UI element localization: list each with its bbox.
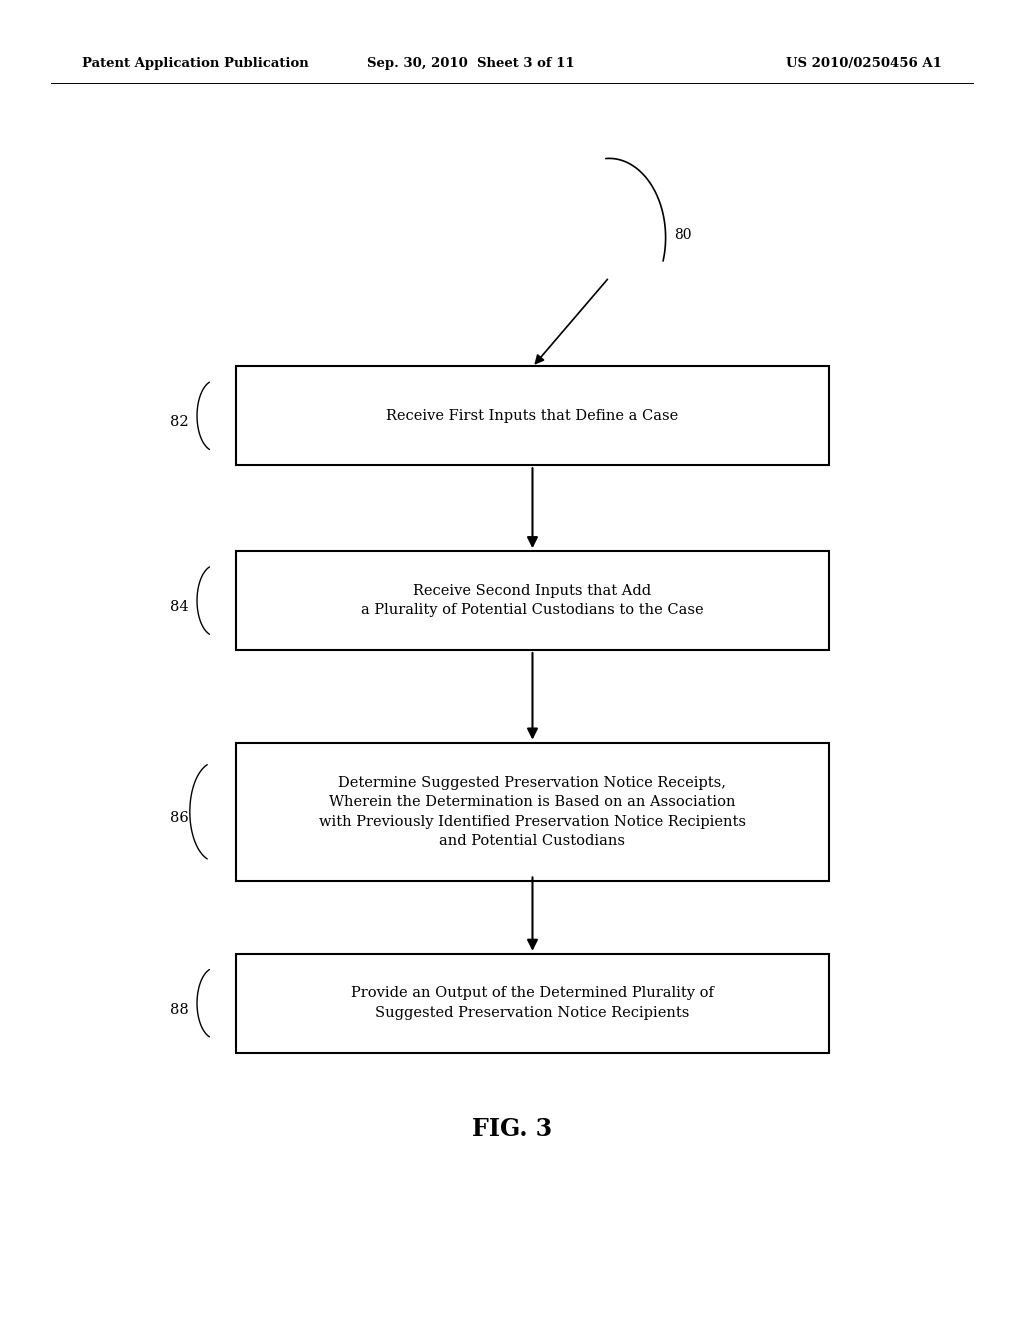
Bar bbox=[236, 552, 829, 649]
Text: 80: 80 bbox=[674, 228, 691, 242]
Text: 86: 86 bbox=[170, 812, 188, 825]
Bar bbox=[236, 366, 829, 465]
Text: 84: 84 bbox=[170, 601, 188, 614]
Text: 82: 82 bbox=[170, 416, 188, 429]
Text: Provide an Output of the Determined Plurality of
Suggested Preservation Notice R: Provide an Output of the Determined Plur… bbox=[351, 986, 714, 1020]
Text: Receive First Inputs that Define a Case: Receive First Inputs that Define a Case bbox=[386, 409, 679, 422]
Bar bbox=[236, 953, 829, 1053]
Text: Determine Suggested Preservation Notice Receipts,
Wherein the Determination is B: Determine Suggested Preservation Notice … bbox=[319, 776, 745, 847]
Text: US 2010/0250456 A1: US 2010/0250456 A1 bbox=[786, 57, 942, 70]
Text: Receive Second Inputs that Add
a Plurality of Potential Custodians to the Case: Receive Second Inputs that Add a Plurali… bbox=[361, 583, 703, 618]
Text: Patent Application Publication: Patent Application Publication bbox=[82, 57, 308, 70]
Text: FIG. 3: FIG. 3 bbox=[472, 1117, 552, 1140]
Bar bbox=[236, 742, 829, 882]
Text: Sep. 30, 2010  Sheet 3 of 11: Sep. 30, 2010 Sheet 3 of 11 bbox=[368, 57, 574, 70]
Text: 88: 88 bbox=[170, 1003, 188, 1016]
